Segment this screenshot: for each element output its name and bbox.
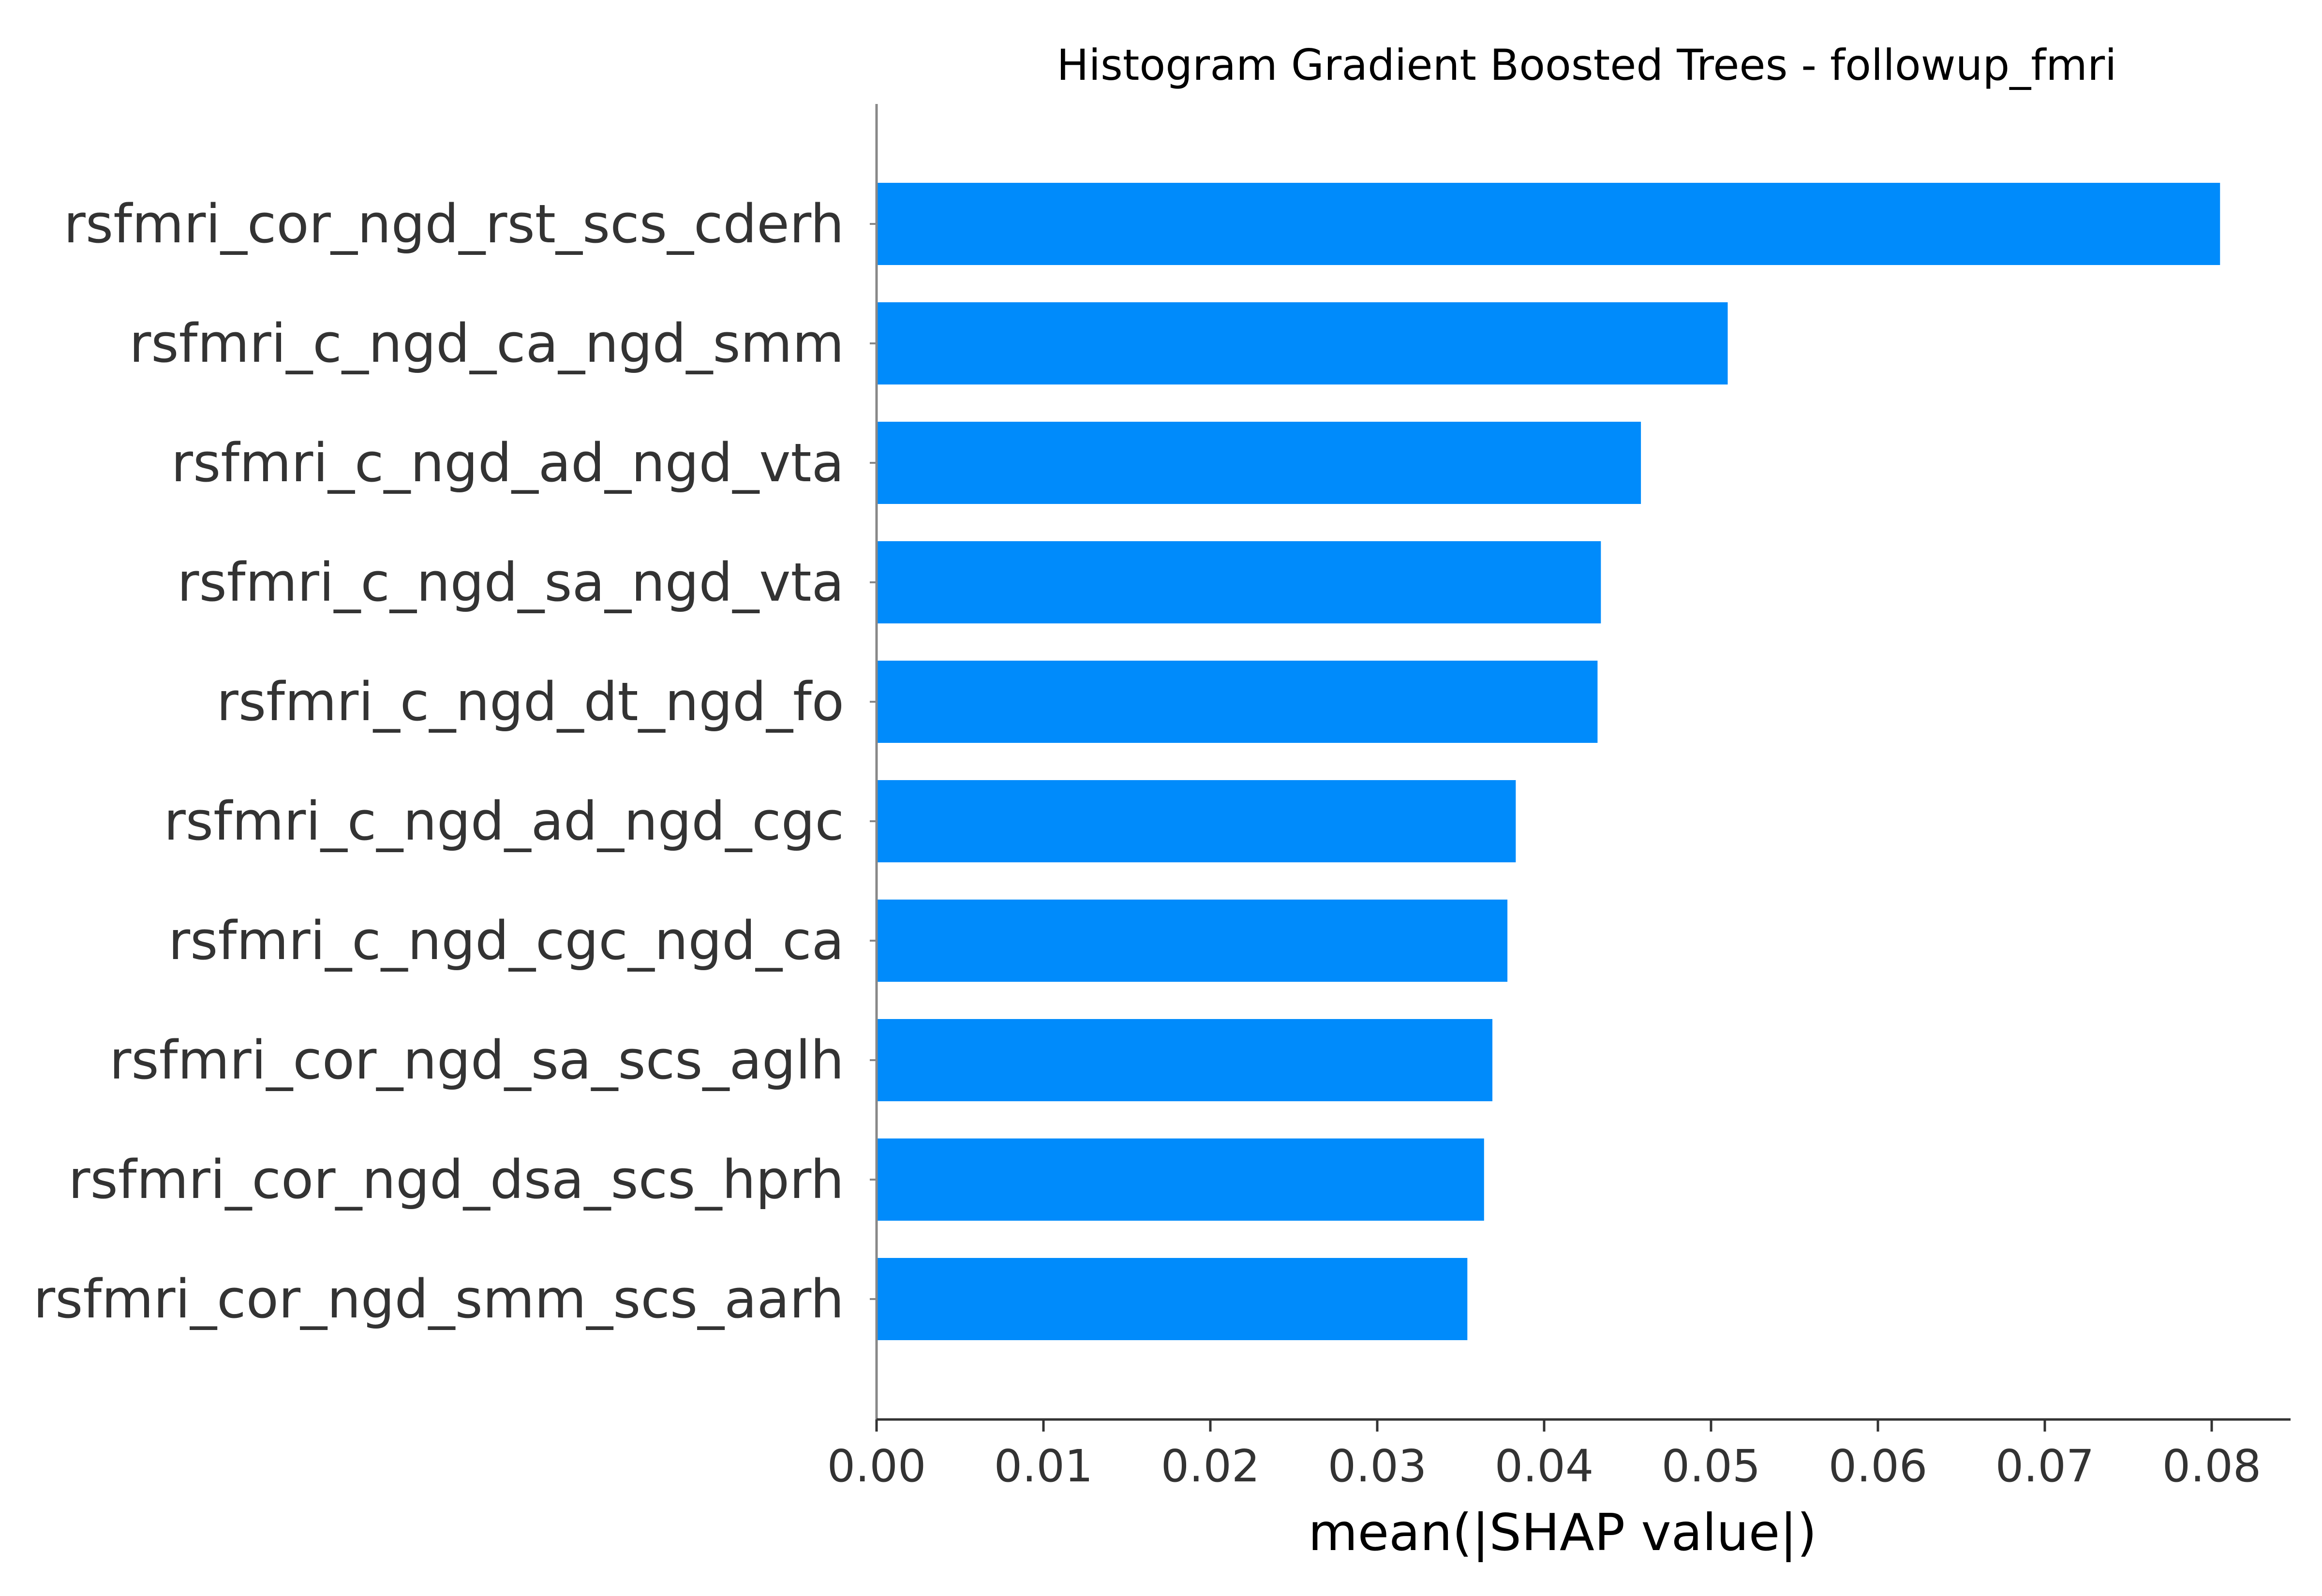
bar — [877, 1138, 1484, 1221]
x-axis-ticks: 0.00 0.01 0.02 0.03 0.04 0.05 0.06 0.07 0.08 — [827, 1419, 2262, 1492]
x-tick-label: 0.08 — [2162, 1440, 2262, 1492]
category-label: rsfmri_cor_ngd_rst_scs_cderh — [64, 193, 844, 255]
category-label: rsfmri_c_ngd_ad_ngd_vta — [171, 432, 844, 494]
category-label: rsfmri_c_ngd_sa_ngd_vta — [177, 551, 844, 613]
bar — [877, 541, 1601, 623]
category-label: rsfmri_cor_ngd_dsa_scs_hprh — [68, 1149, 844, 1211]
x-tick-label: 0.00 — [827, 1440, 926, 1492]
bar — [877, 1258, 1468, 1340]
x-axis-label: mean(|SHAP value|) — [1308, 1503, 1816, 1563]
category-label: rsfmri_cor_ngd_smm_scs_aarh — [33, 1268, 844, 1330]
category-labels: rsfmri_cor_ngd_rst_scs_cderh rsfmri_c_ngd… — [33, 193, 877, 1330]
bar — [877, 900, 1508, 982]
category-label: rsfmri_c_ngd_ca_ngd_smm — [129, 312, 844, 374]
bar — [877, 780, 1516, 862]
x-tick-label: 0.05 — [1662, 1440, 1761, 1492]
bar — [877, 183, 2220, 265]
x-tick-label: 0.06 — [1829, 1440, 1928, 1492]
bar — [877, 1019, 1493, 1101]
x-tick-label: 0.03 — [1328, 1440, 1427, 1492]
x-tick-label: 0.07 — [1995, 1440, 2095, 1492]
x-tick-label: 0.02 — [1161, 1440, 1260, 1492]
category-label: rsfmri_c_ngd_dt_ngd_fo — [217, 671, 844, 733]
bars-group — [877, 183, 2220, 1340]
bar — [877, 661, 1598, 743]
category-label: rsfmri_c_ngd_cgc_ngd_ca — [168, 910, 844, 972]
chart-title: Histogram Gradient Boosted Trees - follo… — [1057, 40, 2116, 90]
x-tick-label: 0.04 — [1495, 1440, 1594, 1492]
bar — [877, 302, 1728, 384]
x-tick-label: 0.01 — [994, 1440, 1093, 1492]
category-label: rsfmri_c_ngd_ad_ngd_cgc — [164, 790, 844, 852]
bar — [877, 422, 1641, 504]
category-label: rsfmri_cor_ngd_sa_scs_aglh — [109, 1029, 844, 1091]
